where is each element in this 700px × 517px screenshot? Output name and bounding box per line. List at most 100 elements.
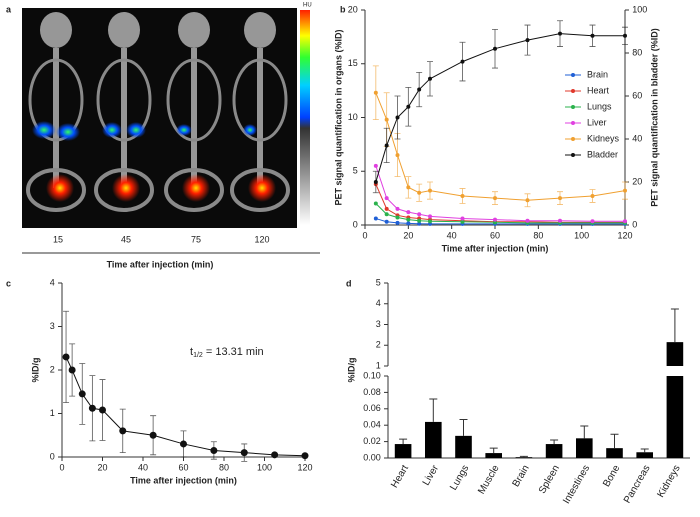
data-point xyxy=(180,440,187,448)
y-tick-label: 0.08 xyxy=(363,387,381,397)
data-point xyxy=(395,220,400,225)
data-point xyxy=(395,153,400,158)
x-tick-label: Spleen xyxy=(537,463,562,495)
y-tick-label: 1 xyxy=(50,408,55,418)
data-point xyxy=(525,218,530,223)
panel-label: d xyxy=(346,278,352,288)
data-point xyxy=(417,190,422,195)
legend-label: Brain xyxy=(587,69,608,79)
data-point xyxy=(384,206,389,211)
data-point xyxy=(590,33,595,38)
y-tick-label: 40 xyxy=(632,133,642,143)
y-tick-label: 100 xyxy=(632,4,647,14)
legend-marker xyxy=(571,89,575,93)
x-axis-label: Time after injection (min) xyxy=(130,475,237,485)
x-tick-label: Kidneys xyxy=(655,463,682,499)
error-bar xyxy=(580,425,589,439)
data-point xyxy=(301,452,309,460)
x-tick-label: 60 xyxy=(178,462,188,472)
legend-label: Bladder xyxy=(587,149,618,159)
data-point xyxy=(88,404,96,412)
data-point xyxy=(460,59,465,64)
data-point xyxy=(395,215,400,220)
x-tick-label: Pancreas xyxy=(622,463,653,505)
x-tick-label: 0 xyxy=(59,462,64,472)
x-tick-label: Heart xyxy=(389,463,411,490)
data-point xyxy=(406,210,411,215)
data-point xyxy=(373,163,378,168)
y-axis-label: PET signal quantification in bladder (%I… xyxy=(649,28,659,207)
data-point xyxy=(493,217,497,222)
data-point xyxy=(373,201,378,206)
x-tick-label: 80 xyxy=(219,462,229,472)
data-point xyxy=(525,38,530,43)
time-label: 75 xyxy=(191,234,201,244)
data-point xyxy=(493,46,497,51)
data-point xyxy=(590,193,595,198)
y-tick-label: 5 xyxy=(376,277,381,287)
time-label: 120 xyxy=(254,234,269,244)
data-point xyxy=(623,188,627,193)
data-point xyxy=(623,219,627,224)
legend-label: Heart xyxy=(587,85,610,95)
legend-marker xyxy=(571,73,575,77)
error-bar xyxy=(399,438,408,445)
x-axis-label: Time after injection (min) xyxy=(442,243,549,253)
bar xyxy=(485,453,503,458)
legend-marker xyxy=(571,121,575,125)
x-tick-label: Intestines xyxy=(561,463,592,506)
error-bar xyxy=(459,418,468,436)
series-line xyxy=(375,92,626,201)
data-point xyxy=(395,206,400,211)
bar xyxy=(575,438,593,458)
y-tick-label: 4 xyxy=(376,298,381,308)
data-point xyxy=(417,212,422,217)
bar xyxy=(545,444,563,458)
data-point xyxy=(428,76,432,81)
x-tick-label: 60 xyxy=(490,230,500,240)
y-tick-label: 0 xyxy=(353,219,358,229)
y-tick-label: 0.10 xyxy=(363,370,381,380)
bar xyxy=(666,342,684,366)
series-line xyxy=(65,356,306,457)
bar xyxy=(455,435,472,458)
data-point xyxy=(460,193,465,198)
data-point xyxy=(493,196,497,201)
data-point xyxy=(395,115,400,120)
data-point xyxy=(428,214,432,219)
legend-marker xyxy=(571,105,575,109)
error-bar xyxy=(640,448,649,453)
x-axis-label: Time after injection (min) xyxy=(107,259,214,269)
x-tick-label: 20 xyxy=(97,462,107,472)
data-point xyxy=(525,198,530,203)
panel-label: a xyxy=(6,4,12,14)
error-bar xyxy=(610,433,619,449)
data-point xyxy=(68,366,76,374)
x-tick-label: Bone xyxy=(601,463,622,489)
x-tick-label: Muscle xyxy=(476,463,502,496)
bar xyxy=(606,448,623,458)
bar xyxy=(424,421,442,458)
data-point xyxy=(417,218,422,223)
error-bar xyxy=(550,439,559,445)
bar xyxy=(515,457,533,458)
y-tick-label: 3 xyxy=(376,319,381,329)
data-point xyxy=(240,449,248,457)
data-point xyxy=(460,216,465,221)
series-line xyxy=(375,183,625,223)
data-point xyxy=(99,406,106,414)
y-tick-label: 0.04 xyxy=(363,420,381,430)
data-point xyxy=(384,219,389,224)
data-point xyxy=(623,33,627,38)
data-point xyxy=(460,219,465,224)
y-tick-label: 3 xyxy=(50,321,55,331)
data-point xyxy=(590,219,595,224)
data-point xyxy=(62,353,70,361)
x-tick-label: 100 xyxy=(574,230,589,240)
data-point xyxy=(406,221,411,226)
series-line xyxy=(375,165,625,222)
time-label: 45 xyxy=(121,234,131,244)
y-tick-label: 0 xyxy=(50,451,55,461)
data-point xyxy=(558,196,562,201)
